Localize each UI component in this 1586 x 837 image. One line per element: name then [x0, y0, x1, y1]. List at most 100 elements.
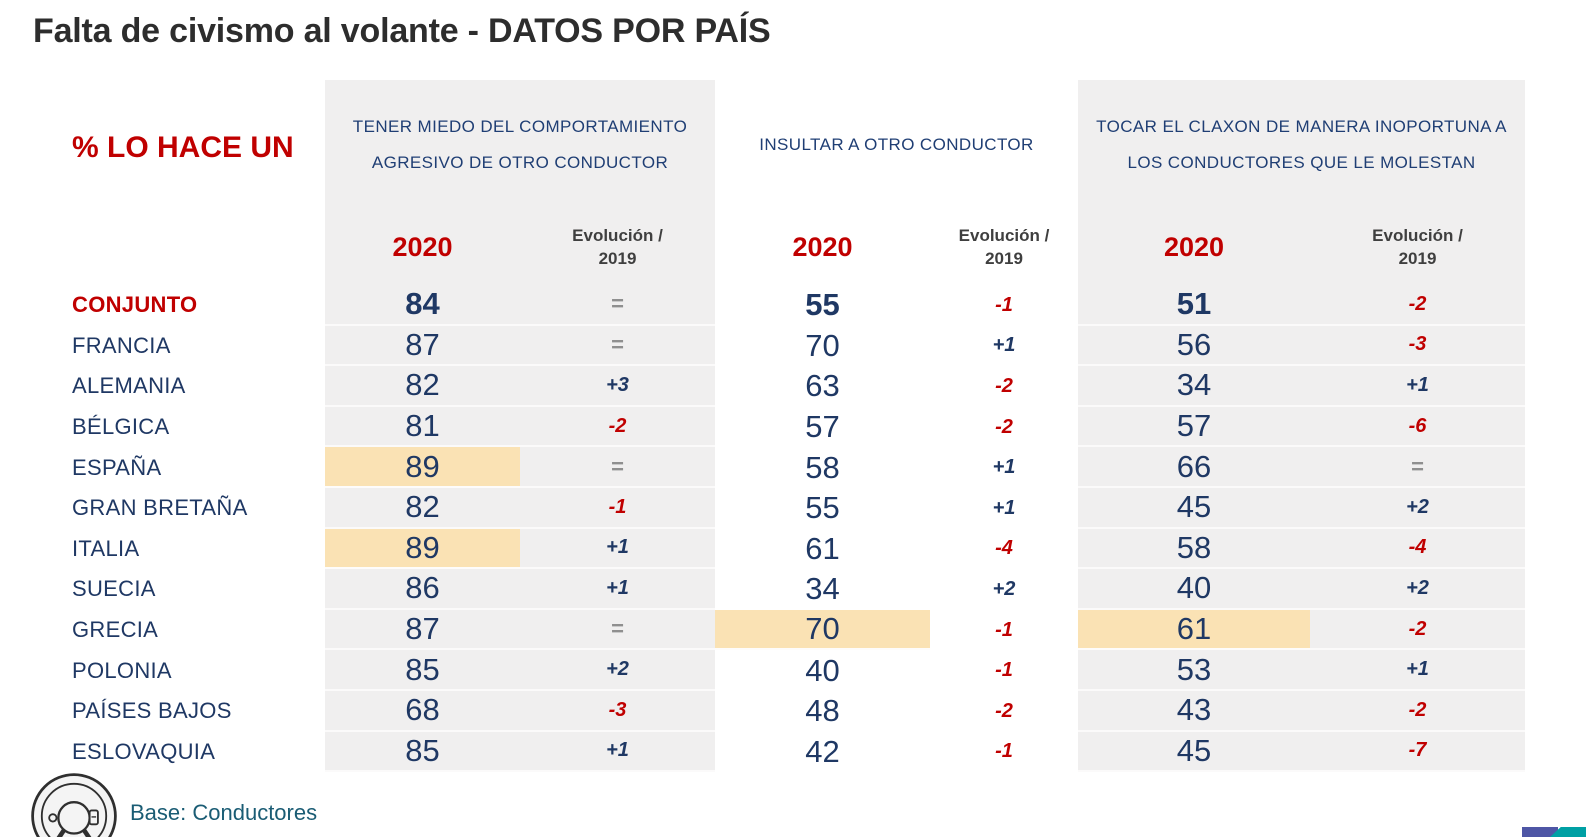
evolution-group3: -6 — [1310, 406, 1525, 448]
decor-bar-purple — [1522, 827, 1558, 837]
country-label: FRANCIA — [72, 332, 171, 358]
value-2020-group3: 45 — [1078, 487, 1310, 529]
table-row: CONJUNTO 84 = 55 -1 51 -2 — [0, 285, 1525, 326]
group2-title: INSULTAR A OTRO CONDUCTOR — [759, 135, 1034, 154]
table-row: POLONIA 85 +2 40 -1 53 +1 — [0, 650, 1525, 691]
evolution-group1: +2 — [520, 650, 715, 691]
value-2020-group3: 34 — [1078, 366, 1310, 407]
value-2020-group2: 70 — [805, 327, 840, 363]
evolution-group1: +1 — [520, 528, 715, 570]
country-label: ESPAÑA — [72, 454, 162, 480]
percentage-note-label: % LO HACE UN — [72, 131, 294, 164]
page-title: Falta de civismo al volante - DATOS POR … — [33, 12, 771, 50]
subheader-spacer — [0, 210, 325, 285]
evolution-group2: -1 — [995, 659, 1013, 682]
evolution-group1: = — [520, 447, 715, 488]
evolution-group1: +1 — [520, 731, 715, 773]
panel-group1-background — [325, 80, 715, 285]
evolution-group2: -2 — [995, 699, 1013, 722]
evolution-group2: -1 — [995, 293, 1013, 316]
value-2020-group1: 87 — [325, 609, 520, 651]
table-row: BÉLGICA 81 -2 57 -2 57 -6 — [0, 406, 1525, 448]
evolution-group2: -2 — [995, 374, 1013, 397]
data-rows: CONJUNTO 84 = 55 -1 51 -2 FRANCIA 87 = 7… — [0, 285, 1525, 773]
value-2020-group1: 87 — [325, 325, 520, 367]
table-row: GRAN BRETAÑA 82 -1 55 +1 45 +2 — [0, 487, 1525, 529]
table-row: GRECIA 87 = 70 -1 61 -2 — [0, 609, 1525, 651]
value-2020-group2: 55 — [805, 287, 840, 323]
panel-group3-background — [1078, 80, 1525, 285]
evolution-group1: -3 — [520, 690, 715, 732]
table-row: PAÍSES BAJOS 68 -3 48 -2 43 -2 — [0, 690, 1525, 732]
table-row: ESLOVAQUIA 85 +1 42 -1 45 -7 — [0, 731, 1525, 773]
group3-year-header: 2020 — [1163, 232, 1225, 262]
group1-year-header: 2020 — [392, 232, 453, 262]
country-label: GRECIA — [72, 617, 159, 643]
evolution-group2: -2 — [995, 415, 1013, 438]
table-row: ITALIA 89 +1 61 -4 58 -4 — [0, 528, 1525, 570]
evolution-group3: -4 — [1310, 528, 1525, 570]
country-label: ITALIA — [72, 535, 140, 561]
country-label: SUECIA — [72, 576, 156, 602]
value-2020-group1: 89 — [325, 447, 520, 488]
country-label: ESLOVAQUIA — [72, 738, 216, 764]
value-2020-group3: 45 — [1078, 731, 1310, 773]
evolution-group1: = — [520, 325, 715, 367]
column-subheaders: 2020 Evolución / 2019 2020 Evolución / 2… — [0, 210, 1525, 285]
group2-evolution-header: Evolución / 2019 — [958, 225, 1050, 268]
evolution-group3: +1 — [1310, 650, 1525, 691]
value-2020-group3: 56 — [1078, 325, 1310, 367]
evolution-group1: +1 — [520, 569, 715, 610]
group1-evolution-header: Evolución / 2019 — [572, 225, 663, 268]
evolution-group2: -4 — [995, 537, 1013, 560]
value-2020-group3: 40 — [1078, 569, 1310, 610]
value-2020-group1: 82 — [325, 366, 520, 407]
value-2020-group3: 43 — [1078, 690, 1310, 732]
country-label: ALEMANIA — [72, 373, 186, 399]
value-2020-group3: 51 — [1078, 285, 1310, 326]
value-2020-group3: 53 — [1078, 650, 1310, 691]
group3-title: TOCAR EL CLAXON DE MANERA INOPORTUNA A L… — [1096, 117, 1507, 172]
value-2020-group3: 57 — [1078, 406, 1310, 448]
value-2020-group2: 58 — [805, 449, 840, 485]
evolution-group3: +2 — [1310, 487, 1525, 529]
table-row: FRANCIA 87 = 70 +1 56 -3 — [0, 325, 1525, 367]
evolution-group1: = — [520, 609, 715, 651]
value-2020-group2: 61 — [805, 530, 840, 566]
table-row: ALEMANIA 82 +3 63 -2 34 +1 — [0, 366, 1525, 407]
evolution-group3: -7 — [1310, 731, 1525, 773]
value-2020-group3: 61 — [1078, 609, 1310, 651]
evolution-group3: -2 — [1310, 690, 1525, 732]
value-2020-group1: 85 — [325, 650, 520, 691]
table-row: SUECIA 86 +1 34 +2 40 +2 — [0, 569, 1525, 610]
evolution-group2: -1 — [995, 740, 1013, 763]
value-2020-group2: 40 — [805, 652, 840, 688]
country-label: PAÍSES BAJOS — [72, 698, 232, 724]
value-2020-group2: 42 — [805, 733, 840, 769]
evolution-group1: -1 — [520, 487, 715, 529]
evolution-group2: +1 — [992, 334, 1016, 357]
group3-evolution-header: Evolución / 2019 — [1372, 225, 1463, 268]
value-2020-group1: 68 — [325, 690, 520, 732]
evolution-group1: -2 — [520, 406, 715, 448]
value-2020-group2: 34 — [805, 571, 840, 607]
value-2020-group2: 63 — [805, 368, 840, 404]
evolution-group2: +1 — [992, 456, 1016, 479]
evolution-group1: = — [520, 285, 715, 326]
evolution-group3: +1 — [1310, 366, 1525, 407]
value-2020-group1: 89 — [325, 528, 520, 570]
country-label: GRAN BRETAÑA — [72, 495, 248, 521]
evolution-group2: +1 — [992, 496, 1016, 519]
evolution-group3: -2 — [1310, 609, 1525, 651]
value-2020-group3: 58 — [1078, 528, 1310, 570]
country-label: BÉLGICA — [72, 414, 170, 440]
evolution-group3: +2 — [1310, 569, 1525, 610]
table-row: ESPAÑA 89 = 58 +1 66 = — [0, 447, 1525, 488]
value-2020-group2: 48 — [805, 693, 840, 729]
country-label: CONJUNTO — [72, 292, 198, 318]
value-2020-group2: 70 — [715, 609, 930, 651]
value-2020-group1: 82 — [325, 487, 520, 529]
country-label: POLONIA — [72, 657, 172, 683]
group2-year-header: 2020 — [792, 232, 853, 262]
